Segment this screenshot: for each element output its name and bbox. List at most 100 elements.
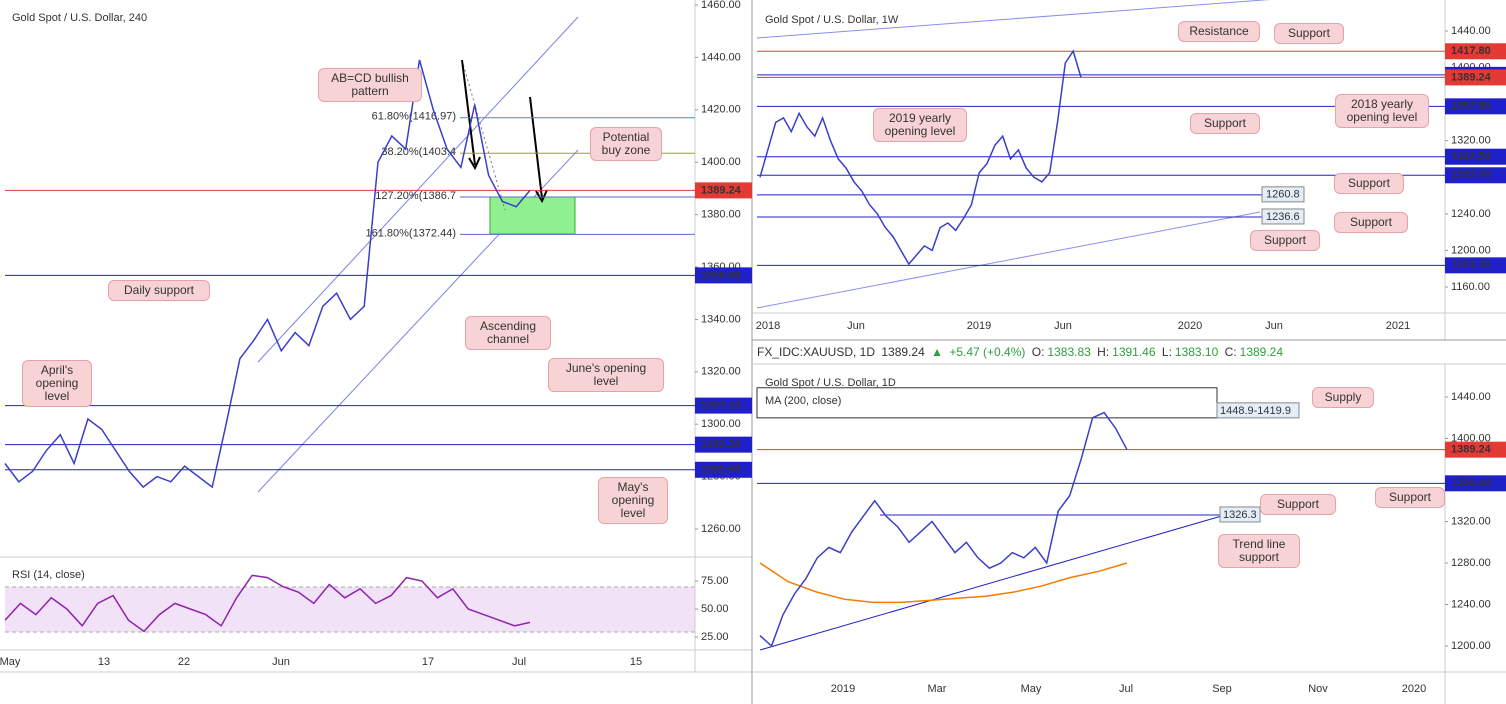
- x-tick-label: 2019: [831, 683, 855, 695]
- level-tag: [695, 267, 752, 284]
- fib-label: 38.20%(1403.4: [381, 146, 456, 158]
- y-tick-label: 50.00: [701, 603, 729, 615]
- x-tick-label: Jun: [847, 320, 865, 332]
- x-tick-label: 2021: [1386, 320, 1410, 332]
- change: +5.47 (+0.4%): [949, 345, 1026, 359]
- y-tick-label: 1240.00: [1451, 208, 1491, 220]
- y-tick-label: 1440.00: [701, 51, 741, 63]
- label: C:: [1224, 345, 1237, 359]
- y-tick-label: 1200.00: [1451, 244, 1491, 256]
- x-tick-label: 15: [630, 656, 642, 668]
- level-label: 1417.80: [1451, 45, 1491, 57]
- x-tick-label: Jun: [272, 656, 290, 668]
- label: H:: [1097, 345, 1110, 359]
- arrow: [461, 59, 476, 166]
- x-tick-label: Jul: [512, 656, 526, 668]
- y-tick-label: 1380.00: [701, 209, 741, 221]
- arrow: [529, 96, 543, 199]
- callout: Resistance: [1178, 21, 1260, 42]
- trend-line: [756, 0, 1271, 39]
- level-tag: [695, 436, 752, 453]
- y-tick-label: 1320.00: [1451, 515, 1491, 527]
- x-tick-label: Jun: [1265, 320, 1283, 332]
- level-tag: [1445, 257, 1506, 274]
- panel-title: Gold Spot / U.S. Dollar, 1W: [765, 14, 899, 26]
- x-tick-label: 17: [422, 656, 434, 668]
- price-line: [4, 59, 531, 489]
- x-tick-label: Mar: [928, 683, 947, 695]
- x-tick-label: 13: [98, 656, 110, 668]
- y-tick-label: 1400.00: [1451, 432, 1491, 444]
- callout: Support: [1250, 230, 1320, 251]
- arrow-head: [535, 189, 548, 204]
- level-label: 1389.24: [1451, 444, 1492, 456]
- level-tag: [1445, 148, 1506, 165]
- price-line: [759, 411, 1128, 648]
- level-tag-label: 1236.6: [1266, 211, 1300, 223]
- level-label: 1302.50: [1451, 151, 1491, 163]
- x-tick-label: Jul: [1119, 683, 1133, 695]
- y-tick-label: 1300.00: [701, 418, 741, 430]
- y-tick-label: 1340.00: [701, 313, 741, 325]
- callout: Daily support: [108, 280, 210, 301]
- y-tick-label: 1160.00: [1451, 281, 1490, 293]
- rsi-band: [5, 587, 695, 632]
- x-tick-label: 2018: [756, 320, 780, 332]
- callout: May's opening level: [598, 477, 668, 524]
- level-label: 1282.20: [1451, 169, 1491, 181]
- level-label: 1356.80: [1451, 477, 1491, 489]
- y-tick-label: 25.00: [701, 631, 729, 643]
- level-label: 1389.24: [701, 184, 742, 196]
- callout: Ascending channel: [465, 316, 551, 350]
- callout: April's opening level: [22, 360, 92, 407]
- up-arrow: ▲: [931, 345, 943, 359]
- level-tag: [1445, 441, 1506, 458]
- x-tick-label: 22: [178, 656, 190, 668]
- level-tag: [695, 182, 752, 199]
- x-tick-label: 2019: [967, 320, 991, 332]
- level-tag: [1445, 69, 1506, 86]
- y-tick-label: 1260.00: [701, 523, 741, 535]
- x-tick-label: Sep: [1212, 683, 1232, 695]
- y-tick-label: 1240.00: [1451, 598, 1491, 610]
- level-tag: [1261, 208, 1305, 225]
- level-tag: [1261, 186, 1305, 203]
- y-tick-label: 75.00: [701, 575, 729, 587]
- callout: Potential buy zone: [590, 127, 662, 161]
- x-tick-label: Nov: [1308, 683, 1328, 695]
- close: 1389.24: [1239, 345, 1284, 359]
- pattern-line: [461, 59, 506, 211]
- high: 1391.46: [1112, 345, 1156, 359]
- x-tick-label: May: [0, 656, 21, 668]
- level-tag: [1445, 475, 1506, 492]
- level-tag-label: 1326.3: [1223, 509, 1257, 521]
- level-label: 1357.60: [1451, 100, 1491, 112]
- x-tick-label: May: [1021, 683, 1042, 695]
- panel-title: Gold Spot / U.S. Dollar, 240: [12, 12, 147, 24]
- callout: 2019 yearly opening level: [873, 108, 967, 142]
- symbol: FX_IDC:XAUUSD, 1D: [757, 345, 876, 359]
- y-tick-label: 1200.00: [1451, 640, 1491, 652]
- level-tag: [1219, 506, 1261, 523]
- callout: Supply: [1312, 387, 1374, 408]
- trend-line: [759, 514, 1226, 651]
- last-price: 1389.24: [881, 345, 925, 359]
- callout: Support: [1334, 173, 1404, 194]
- callout: Support: [1375, 487, 1445, 508]
- rsi-title: RSI (14, close): [12, 569, 85, 581]
- y-tick-label: 1420.00: [701, 104, 741, 116]
- label: L:: [1161, 345, 1172, 359]
- level-label: 1389.24: [1451, 71, 1492, 83]
- callout: Trend line support: [1218, 534, 1300, 568]
- callout: 2018 yearly opening level: [1335, 94, 1429, 128]
- callout: Support: [1260, 494, 1336, 515]
- price-line: [759, 49, 1082, 266]
- level-tag-label: 1260.8: [1266, 189, 1300, 201]
- y-tick-label: 1320.00: [1451, 135, 1491, 147]
- y-tick-label: 1320.00: [701, 366, 741, 378]
- y-tick-label: 1440.00: [1451, 25, 1491, 37]
- level-tag: [1445, 43, 1506, 60]
- ma-label: MA (200, close): [765, 395, 841, 407]
- fib-label: 161.80%(1372.44): [365, 227, 456, 239]
